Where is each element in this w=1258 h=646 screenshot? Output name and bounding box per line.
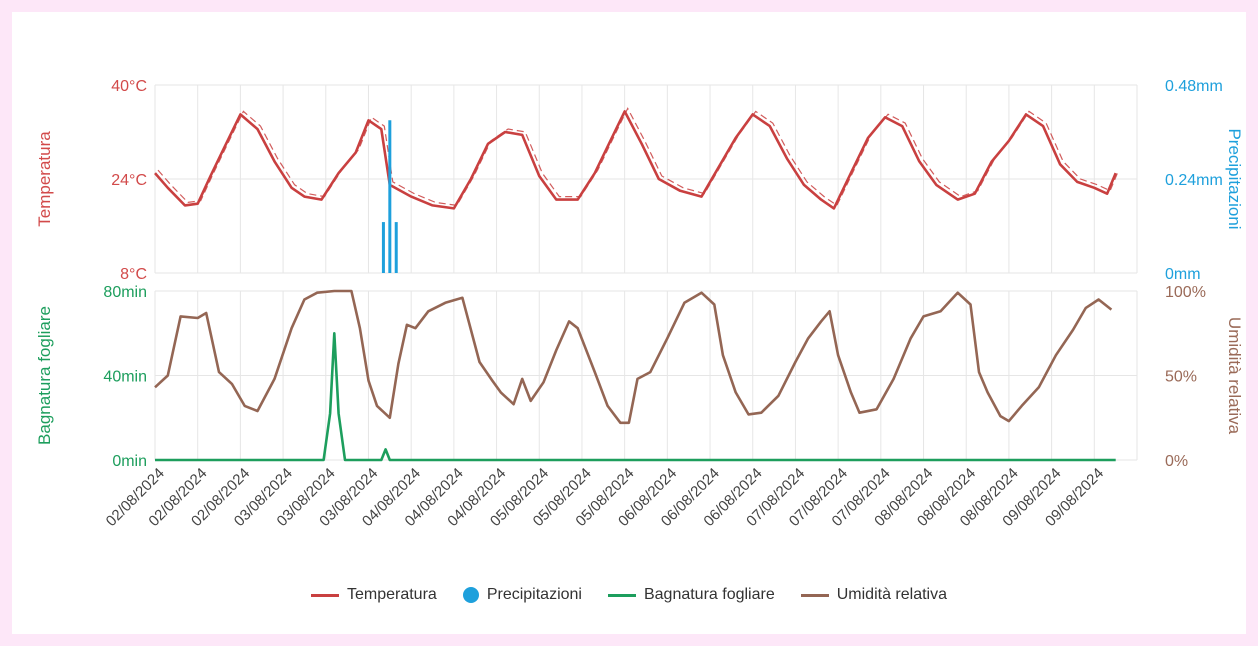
legend-item-umidita-relativa[interactable]: Umidità relativa [801,586,947,604]
temperature-range-line [158,108,1119,205]
legend-item-temperatura[interactable]: Temperatura [311,586,437,604]
y-left-tick-label: 40°C [111,78,147,95]
y-right-tick-label: 0mm [1165,266,1201,283]
legend-label: Temperatura [347,586,437,604]
legend-label: Umidità relativa [837,586,947,604]
y-right-tick-label: 0.48mm [1165,78,1223,95]
y-left-tick-label: 0min [112,453,147,470]
y-left-tick-label: 8°C [120,266,147,283]
legend: Temperatura Precipitazioni Bagnatura fog… [0,586,1258,604]
legend-dot-swatch [463,587,479,603]
legend-item-bagnatura-fogliare[interactable]: Bagnatura fogliare [608,586,775,604]
umidit-relativa-line [155,291,1111,423]
y-left-axis-title: Temperatura [35,131,54,227]
chart-canvas: 8°C 24°C 40°C 0mm 0.24mm 0.48mm Temperatura Pre… [12,12,1246,634]
legend-label: Bagnatura fogliare [644,586,775,604]
chart-card: 8°C 24°C 40°C 0mm 0.24mm 0.48mm Temperatura Pre… [12,12,1246,634]
y-left-tick-label: 40min [103,369,147,386]
temperatura-line [155,111,1116,208]
y-right-tick-label: 50% [1165,369,1197,386]
legend-line-swatch [311,594,339,597]
y-left-tick-label: 24°C [111,172,147,189]
legend-item-precipitazioni[interactable]: Precipitazioni [463,586,582,604]
y-left-tick-label: 80min [103,284,147,301]
bagnatura-fogliare-line [155,333,1116,460]
y-right-tick-label: 0.24mm [1165,172,1223,189]
precipitation-bar [388,120,391,273]
legend-line-swatch [801,594,829,597]
y-right-tick-label: 100% [1165,284,1206,301]
y-left-axis-title: Bagnatura fogliare [35,306,54,445]
y-right-axis-title: Umidità relativa [1225,317,1244,435]
precipitation-bar [382,222,385,273]
y-right-axis-title: Precipitazioni [1225,128,1244,229]
legend-label: Precipitazioni [487,586,582,604]
precipitation-bar [395,222,398,273]
y-right-tick-label: 0% [1165,453,1188,470]
legend-line-swatch [608,594,636,597]
